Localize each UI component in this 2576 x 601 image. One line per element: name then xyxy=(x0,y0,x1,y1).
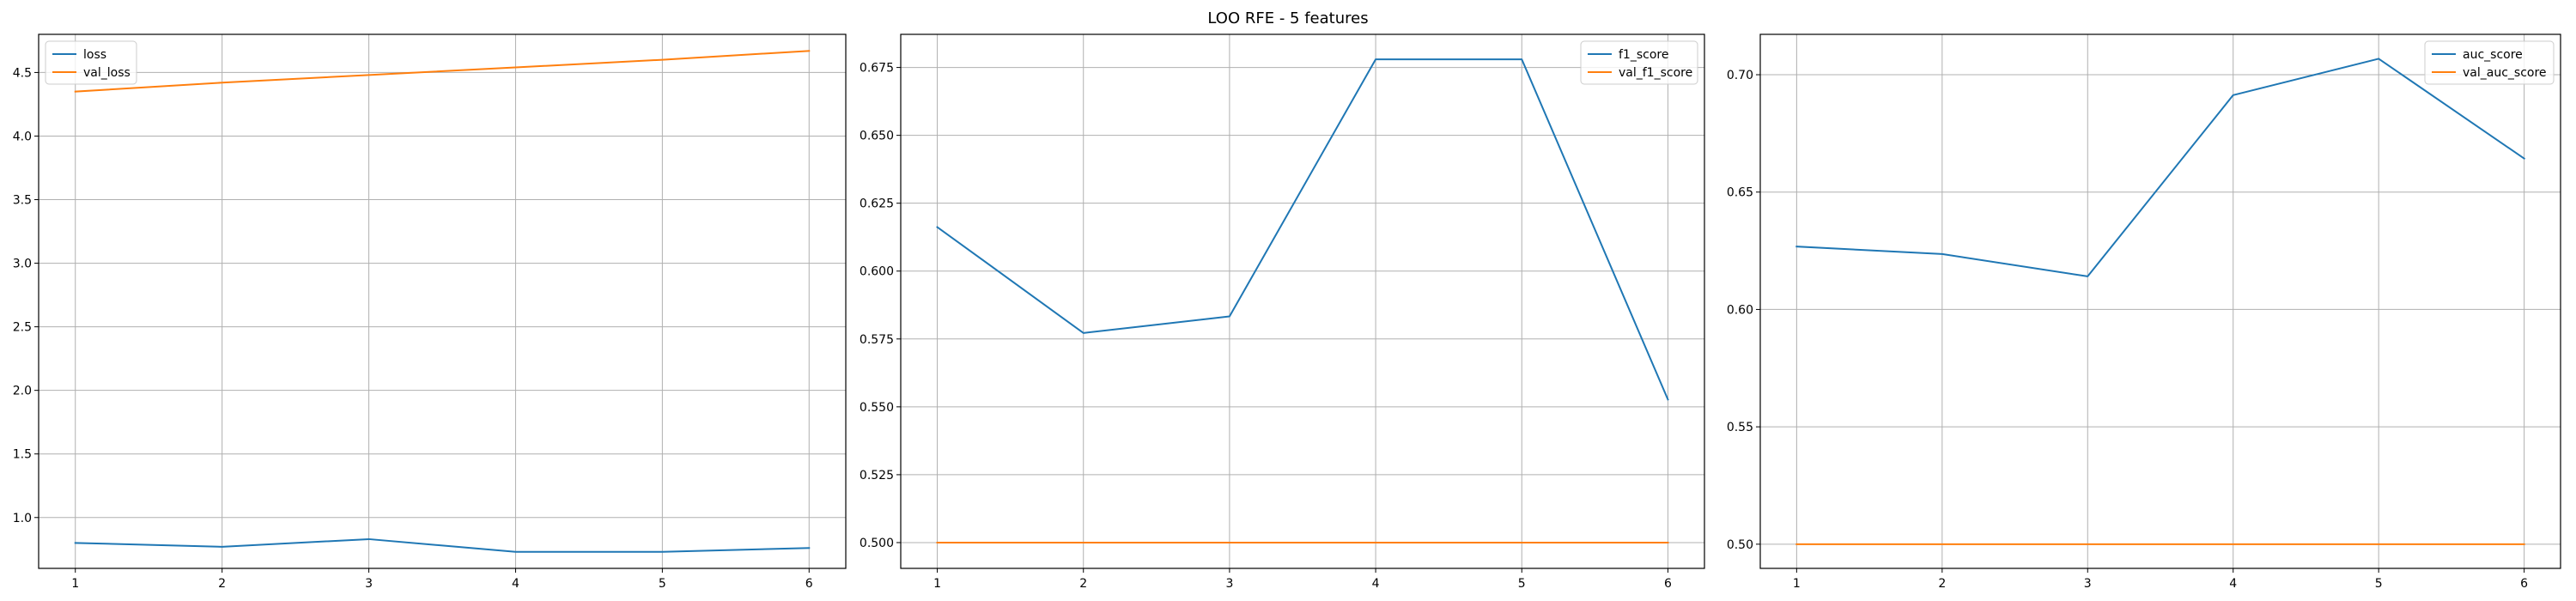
y-tick-label-4: 2.5 xyxy=(13,321,32,335)
grid-lines xyxy=(1760,34,2561,568)
x-tick-label-4: 4 xyxy=(2229,577,2237,591)
legend-label-val_auc_score: val_auc_score xyxy=(2463,66,2547,80)
x-tick-label-5: 5 xyxy=(659,577,666,591)
x-tick-label-3: 3 xyxy=(2084,577,2092,591)
y-tick-label-4: 0.65 xyxy=(1727,186,1753,200)
series-line-loss xyxy=(74,537,811,553)
axes-frame xyxy=(38,33,847,569)
series-line-val_loss xyxy=(74,50,811,93)
legend-box xyxy=(1580,40,1698,85)
series-line-f1_score xyxy=(936,58,1669,401)
y-tick-label-5: 3.0 xyxy=(13,258,32,271)
legend: loss val_loss xyxy=(45,40,137,85)
y-tick-label-8: 4.5 xyxy=(13,66,32,80)
legend: f1_score val_f1_score xyxy=(1580,40,1698,85)
series-line-auc_score xyxy=(1795,58,2526,277)
y-tick-label-3: 0.60 xyxy=(1727,303,1753,317)
x-tick-label-6: 6 xyxy=(1664,577,1672,591)
x-tick-label-2: 2 xyxy=(218,577,226,591)
y-tick-label-8: 0.675 xyxy=(860,62,894,76)
x-tick-label-4: 4 xyxy=(1372,577,1380,591)
y-tick-label-2: 0.525 xyxy=(860,469,894,483)
subplot-2: 1 2 3 4 5 6 0.500 0.525 0.550 0.575 0.600 0.625 0.65… xyxy=(860,33,1705,591)
x-tick-label-1: 1 xyxy=(1793,577,1801,591)
x-tick-label-2: 2 xyxy=(1938,577,1946,591)
x-tick-label-2: 2 xyxy=(1079,577,1087,591)
legend-box xyxy=(45,40,137,85)
x-tick-label-1: 1 xyxy=(933,577,941,591)
subplot-1: 1 2 3 4 5 6 1.0 1.5 2.0 2.5 3.0 3.5 4.0 4.5 loss val_lo… xyxy=(13,33,847,591)
x-tick-label-3: 3 xyxy=(1225,577,1233,591)
axes-frame xyxy=(1759,33,2561,569)
x-tick-label-3: 3 xyxy=(365,577,373,591)
x-tick-label-6: 6 xyxy=(805,577,813,591)
subplots: 1 2 3 4 5 6 1.0 1.5 2.0 2.5 3.0 3.5 4.0 4.5 loss val_lo… xyxy=(13,33,2561,591)
y-tick-label-6: 3.5 xyxy=(13,194,32,208)
grid-lines xyxy=(39,34,846,568)
legend-label-f1_score: f1_score xyxy=(1619,48,1668,62)
x-tick-label-5: 5 xyxy=(2375,577,2383,591)
y-tick-label-7: 0.650 xyxy=(860,130,894,143)
y-tick-label-1: 0.50 xyxy=(1727,538,1753,552)
y-tick-label-5: 0.70 xyxy=(1727,69,1753,82)
legend: auc_score val_auc_score xyxy=(2424,40,2555,85)
y-tick-label-1: 1.0 xyxy=(13,512,32,525)
y-tick-label-6: 0.625 xyxy=(860,197,894,211)
y-tick-label-2: 1.5 xyxy=(13,448,32,462)
subplot-3: 1 2 3 4 5 6 0.50 0.55 0.60 0.65 0.70 auc_score val_a… xyxy=(1727,33,2561,591)
y-tick-label-1: 0.500 xyxy=(860,537,894,550)
y-tick-label-2: 0.55 xyxy=(1727,421,1753,434)
x-tick-label-1: 1 xyxy=(71,577,79,591)
legend-label-auc_score: auc_score xyxy=(2463,48,2523,62)
y-tick-label-4: 0.575 xyxy=(860,333,894,347)
legend-label-val_f1_score: val_f1_score xyxy=(1619,66,1692,80)
x-tick-label-4: 4 xyxy=(512,577,519,591)
x-tick-label-5: 5 xyxy=(1518,577,1526,591)
y-tick-label-7: 4.0 xyxy=(13,130,32,143)
y-tick-label-5: 0.600 xyxy=(860,265,894,279)
figure-title: LOO RFE - 5 features xyxy=(1207,9,1368,27)
y-tick-label-3: 2.0 xyxy=(13,385,32,398)
y-tick-label-3: 0.550 xyxy=(860,401,894,415)
legend-label-loss: loss xyxy=(83,48,106,62)
legend-box xyxy=(2424,40,2555,85)
x-tick-label-6: 6 xyxy=(2520,577,2528,591)
legend-label-val_loss: val_loss xyxy=(83,66,131,80)
axes-frame xyxy=(900,33,1705,569)
